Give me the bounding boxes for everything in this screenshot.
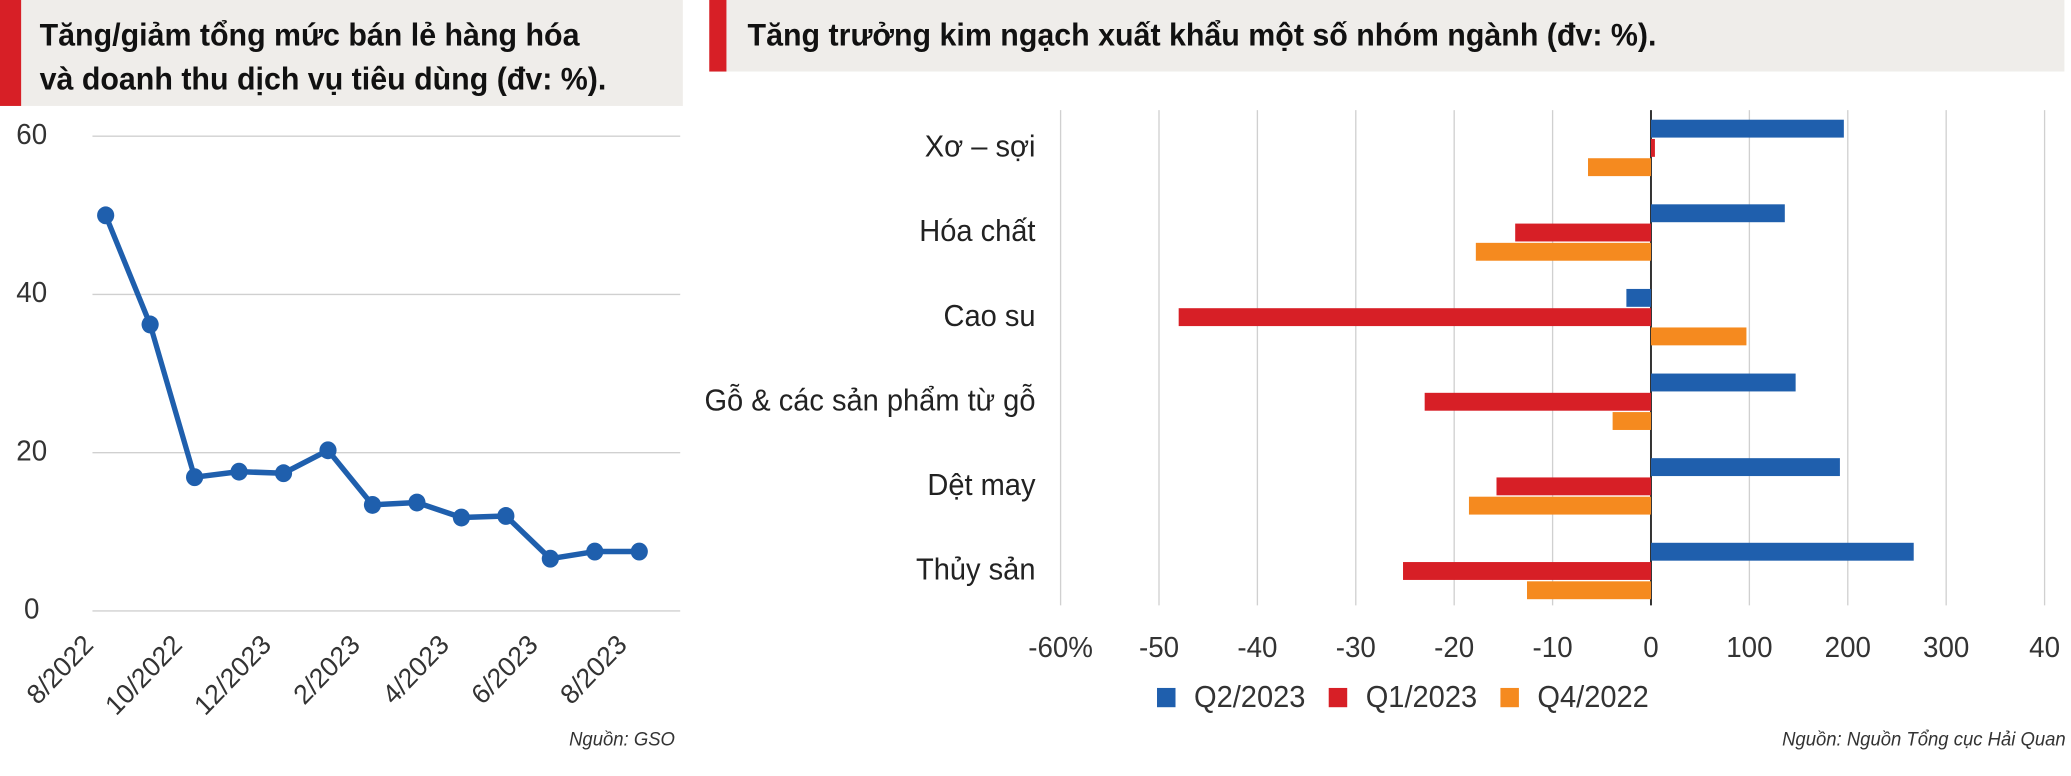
y-tick-label: 20 [16,435,47,468]
bar [1403,562,1651,580]
x-tick-label: 12/2023 [188,629,276,721]
point [97,206,115,225]
chart-title: và doanh thu dịch vụ tiêu dùng (đv: %). [40,61,607,97]
legend-swatch [1328,687,1348,708]
bar [1588,158,1651,177]
bar [1650,327,1747,346]
bar [1626,288,1651,307]
x-tick-label: -20 [1434,632,1474,665]
x-tick-label: -30 [1336,632,1376,665]
y-tick-label: Gỗ & các sản phẩm từ gỗ [704,384,1035,418]
point [319,441,337,460]
y-tick-label: Dệt may [927,469,1035,503]
x-tick-label: 40 [2029,632,2060,665]
point [230,462,248,481]
x-tick-label: -10 [1533,632,1573,665]
bar [1650,138,1655,157]
x-tick-label: 10/2022 [100,629,188,721]
point [274,464,293,483]
bar [1496,477,1651,496]
x-tick-label: -50 [1139,632,1179,665]
x-tick-label: 8/2022 [21,629,99,710]
bar [1515,223,1651,242]
x-tick-label: 200 [1825,632,1871,665]
x-tick-label: 300 [1923,632,1969,665]
header-box [709,0,2065,72]
point [586,542,604,561]
legend-label: Q1/2023 [1366,680,1477,714]
x-tick-label: 8/2023 [555,629,633,710]
point [141,315,159,334]
y-tick-label: Hóa chất [919,215,1036,249]
y-tick-label: 60 [16,118,47,151]
x-tick-label: 6/2023 [466,629,544,710]
point [497,507,515,525]
x-tick-label: 4/2023 [377,629,455,710]
bar [1612,412,1651,430]
point [541,549,559,568]
x-tick-label: -40 [1237,632,1277,665]
header-accent [709,0,727,72]
bar [1475,242,1651,261]
bar [1650,458,1840,477]
header-accent [0,0,22,106]
point [186,468,204,487]
y-tick-label: Xơ – sợi [925,130,1036,164]
legend-label: Q4/2022 [1537,680,1648,714]
y-tick-label: 0 [24,593,39,626]
source: Nguồn: Nguồn Tổng cục Hải Quan [1782,729,2066,750]
legend-swatch [1500,687,1519,708]
legend-swatch [1157,687,1176,708]
bar [1650,119,1844,138]
bar [1650,542,1914,561]
legend-label: Q2/2023 [1194,680,1305,714]
x-tick-label: 2/2023 [288,629,366,710]
bar [1650,204,1785,223]
y-tick-label: Cao su [943,299,1035,333]
y-tick-label: 40 [16,277,47,310]
bar [1650,373,1796,392]
source: Nguồn: GSO [569,729,675,750]
bar [1468,496,1651,515]
x-tick-label: 0 [1643,632,1658,665]
bar [1178,308,1651,327]
chart-title: Tăng/giảm tổng mức bán lẻ hàng hóa [40,17,581,53]
point [363,495,382,514]
bar [1527,581,1651,600]
header-box [0,0,683,106]
point [408,493,426,512]
x-tick-label: -60% [1028,632,1093,665]
point [452,508,470,527]
chart-title: Tăng trưởng kim ngạch xuất khẩu một số n… [748,17,1657,53]
bar [1424,392,1651,411]
point [630,542,648,561]
x-tick-label: 100 [1726,632,1772,665]
y-tick-label: Thủy sản [916,553,1035,587]
